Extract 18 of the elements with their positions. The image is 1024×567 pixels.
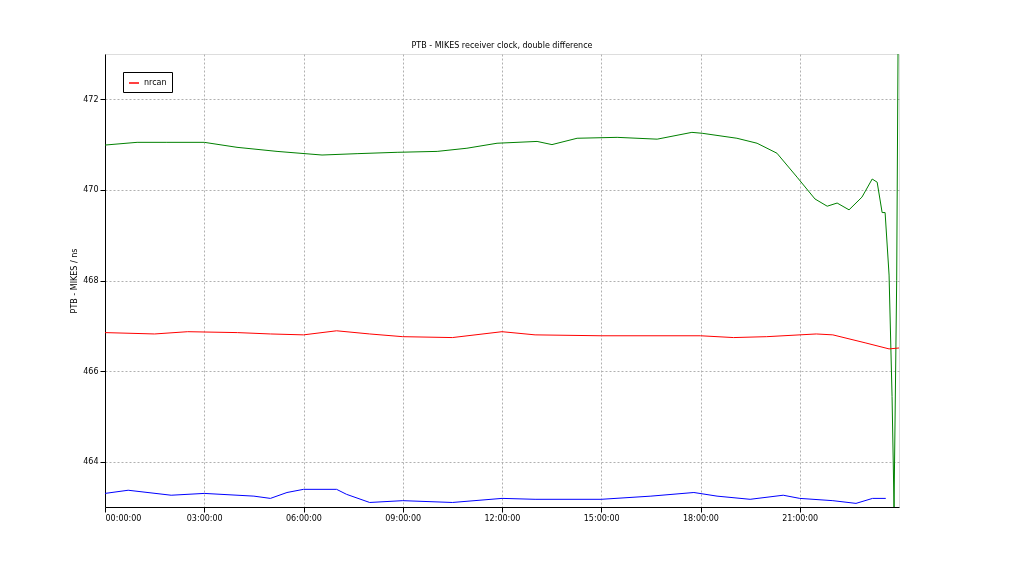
y-axis-title: PTB - MIKES / ns <box>70 248 80 314</box>
x-tick-label: 00:00:00 <box>105 513 142 523</box>
x-tick-label: 03:00:00 <box>186 513 223 523</box>
chart-title: PTB - MIKES receiver clock, double difference <box>411 41 593 50</box>
x-tick-label: 21:00:00 <box>782 513 819 523</box>
legend-label: nrcan <box>144 78 167 87</box>
x-tick-label: 09:00:00 <box>385 513 422 523</box>
y-tick-label: 464 <box>83 457 99 467</box>
y-tick-label: 468 <box>83 276 99 285</box>
x-tick-label: 06:00:00 <box>286 513 322 523</box>
x-tick-label: 18:00:00 <box>683 513 719 523</box>
line-series <box>105 488 887 504</box>
y-tick-label: 466 <box>83 366 99 376</box>
y-tick-label: 470 <box>83 185 99 195</box>
x-tick-label: 12:00:00 <box>484 513 521 523</box>
line-series <box>105 330 899 350</box>
y-tick-label: 472 <box>83 94 99 104</box>
x-tick-label: 15:00:00 <box>583 513 620 523</box>
